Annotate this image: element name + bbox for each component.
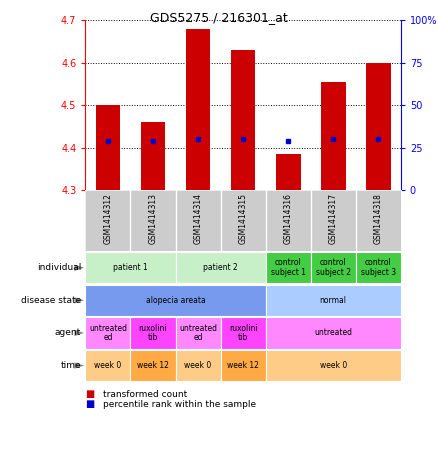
Text: disease state: disease state: [21, 296, 81, 305]
Text: untreated
ed: untreated ed: [89, 323, 127, 342]
Text: GSM1414313: GSM1414313: [148, 193, 158, 244]
Text: individual: individual: [37, 263, 81, 272]
Text: GSM1414317: GSM1414317: [328, 193, 338, 244]
Text: week 0: week 0: [320, 361, 347, 370]
Bar: [85, 317, 131, 349]
Bar: [131, 317, 176, 349]
Text: week 12: week 12: [227, 361, 259, 370]
Text: week 0: week 0: [94, 361, 122, 370]
Bar: [366, 63, 391, 190]
Text: control
subject 1: control subject 1: [271, 258, 306, 277]
Bar: [176, 317, 221, 349]
Text: agent: agent: [55, 328, 81, 337]
Text: GSM1414315: GSM1414315: [239, 193, 247, 244]
Bar: [221, 350, 265, 381]
Text: control
subject 3: control subject 3: [360, 258, 396, 277]
Text: GSM1414318: GSM1414318: [374, 193, 383, 244]
Text: control
subject 2: control subject 2: [316, 258, 351, 277]
Bar: [176, 252, 265, 284]
Text: untreated
ed: untreated ed: [179, 323, 217, 342]
Bar: [311, 252, 356, 284]
Bar: [265, 350, 401, 381]
Text: ruxolini
tib: ruxolini tib: [229, 323, 258, 342]
Text: untreated: untreated: [314, 328, 352, 337]
Bar: [186, 29, 210, 190]
Bar: [356, 252, 401, 284]
Bar: [85, 252, 176, 284]
Polygon shape: [74, 265, 84, 271]
Text: GDS5275 / 216301_at: GDS5275 / 216301_at: [150, 11, 288, 24]
Text: week 12: week 12: [137, 361, 169, 370]
Bar: [95, 105, 120, 190]
Bar: [141, 122, 166, 190]
Text: transformed count: transformed count: [103, 390, 187, 399]
Text: alopecia areata: alopecia areata: [146, 296, 205, 305]
Text: percentile rank within the sample: percentile rank within the sample: [103, 400, 256, 409]
Text: GSM1414312: GSM1414312: [103, 193, 113, 244]
Text: ■: ■: [85, 399, 95, 409]
Bar: [265, 284, 401, 316]
Bar: [265, 317, 401, 349]
Text: GSM1414314: GSM1414314: [194, 193, 202, 244]
Text: ruxolini
tib: ruxolini tib: [139, 323, 167, 342]
Text: week 0: week 0: [184, 361, 212, 370]
Bar: [131, 350, 176, 381]
Bar: [265, 252, 311, 284]
Bar: [276, 154, 300, 190]
Bar: [221, 317, 265, 349]
Text: normal: normal: [320, 296, 347, 305]
Text: patient 1: patient 1: [113, 263, 148, 272]
Text: patient 2: patient 2: [203, 263, 238, 272]
Bar: [321, 82, 346, 190]
Text: time: time: [60, 361, 81, 370]
Polygon shape: [74, 330, 84, 336]
Polygon shape: [74, 362, 84, 369]
Bar: [231, 50, 255, 190]
Text: GSM1414316: GSM1414316: [284, 193, 293, 244]
Polygon shape: [74, 297, 84, 304]
Bar: [85, 350, 131, 381]
Bar: [176, 350, 221, 381]
Text: ■: ■: [85, 389, 95, 399]
Bar: [85, 284, 265, 316]
